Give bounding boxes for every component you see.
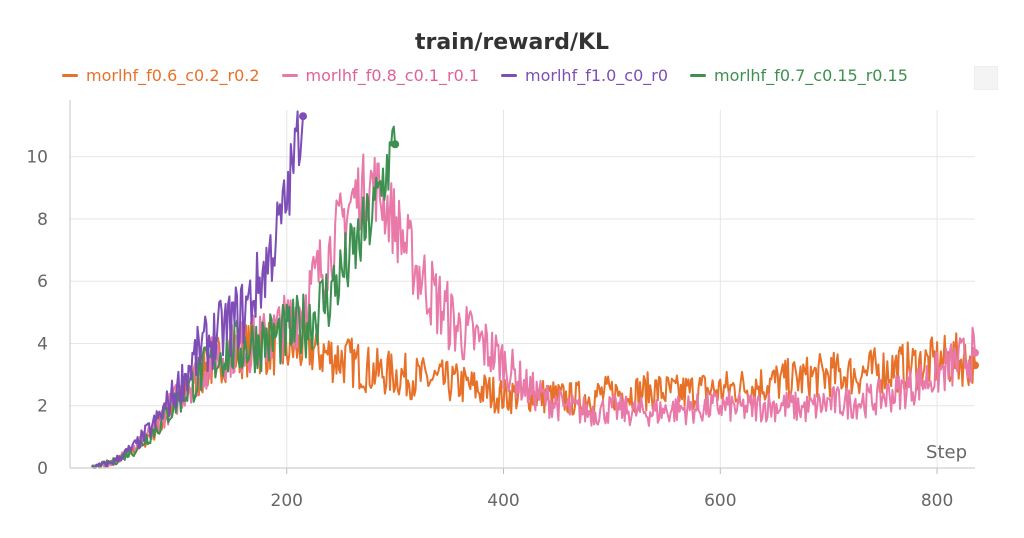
legend-swatch-2 xyxy=(501,74,518,77)
legend-scroll-box[interactable] xyxy=(974,66,998,90)
series-end-point-3[interactable] xyxy=(391,140,400,149)
x-tick-label-3: 800 xyxy=(921,491,953,511)
legend-swatch-3 xyxy=(690,74,707,77)
y-tick-label-1: 2 xyxy=(37,397,48,417)
legend-item-3[interactable]: morlhf_f0.7_c0.15_r0.15 xyxy=(690,66,908,85)
legend-item-1[interactable]: morlhf_f0.8_c0.1_r0.1 xyxy=(281,66,480,85)
chart-title: train/reward/KL xyxy=(414,30,610,55)
legend-label-2: morlhf_f1.0_c0_r0 xyxy=(525,66,669,85)
series-line-2[interactable] xyxy=(91,110,304,469)
legend: morlhf_f0.6_c0.2_r0.2 morlhf_f0.8_c0.1_r… xyxy=(62,66,908,85)
x-tick-label-2: 600 xyxy=(704,491,736,511)
axes: 0 2 4 6 8 10 200 400 600 800 xyxy=(26,100,975,511)
x-tick-label-0: 200 xyxy=(271,491,303,511)
y-tick-label-3: 6 xyxy=(37,272,48,292)
series-end-point-2[interactable] xyxy=(299,112,308,121)
legend-item-2[interactable]: morlhf_f1.0_c0_r0 xyxy=(501,66,668,85)
series-end-point-1[interactable] xyxy=(971,348,979,357)
y-tick-label-5: 10 xyxy=(26,148,48,168)
legend-item-0[interactable]: morlhf_f0.6_c0.2_r0.2 xyxy=(62,66,260,85)
y-tick-label-0: 0 xyxy=(37,459,48,479)
legend-label-0: morlhf_f0.6_c0.2_r0.2 xyxy=(86,66,260,85)
y-tick-label-4: 8 xyxy=(37,210,48,230)
series-end-point-0[interactable] xyxy=(971,361,979,370)
legend-swatch-0 xyxy=(62,74,78,77)
series-line-3[interactable] xyxy=(91,125,397,469)
series-layer xyxy=(90,110,979,469)
legend-label-3: morlhf_f0.7_c0.15_r0.15 xyxy=(714,66,908,85)
grid xyxy=(70,110,975,468)
legend-swatch-1 xyxy=(281,74,298,77)
legend-label-1: morlhf_f0.8_c0.1_r0.1 xyxy=(305,66,480,85)
y-tick-label-2: 4 xyxy=(37,334,48,354)
x-tick-label-1: 400 xyxy=(487,491,519,511)
x-axis-label: Step xyxy=(926,442,967,463)
